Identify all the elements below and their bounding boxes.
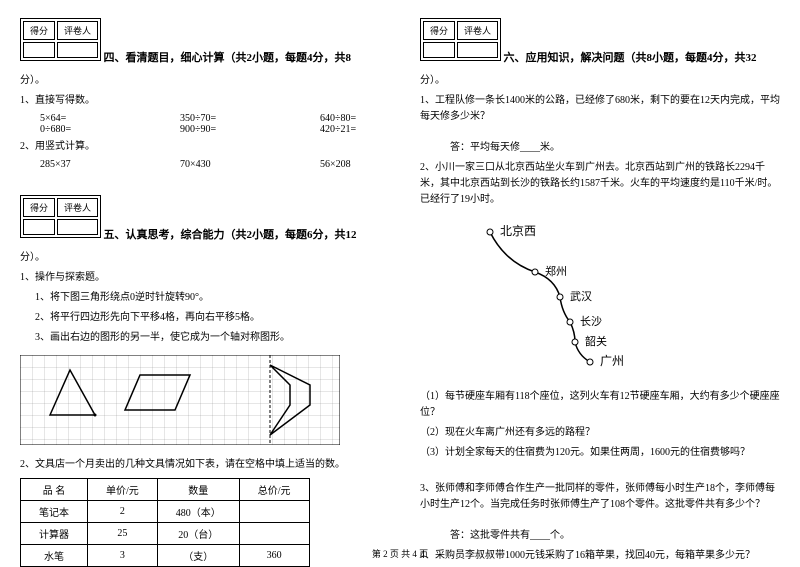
geometry-grid bbox=[20, 355, 340, 445]
svg-text:北京西: 北京西 bbox=[500, 224, 536, 238]
score-box: 得分评卷人 bbox=[20, 18, 101, 61]
q1-label: 1、直接写得数。 bbox=[20, 93, 380, 109]
grader-label: 评卷人 bbox=[57, 21, 98, 40]
section4-cont: 分）。 bbox=[20, 73, 380, 89]
score-label: 得分 bbox=[23, 21, 55, 40]
section5-title: 五、认真思考，综合能力（共2小题，每题6分，共12 bbox=[104, 229, 357, 241]
score-box-6: 得分评卷人 bbox=[420, 18, 501, 61]
railway-map: 北京西 郑州 武汉 长沙 韶关 广州 bbox=[460, 217, 660, 377]
svg-text:韶关: 韶关 bbox=[585, 334, 607, 348]
page-footer: 第 2 页 共 4 页 bbox=[0, 547, 800, 560]
svg-text:广州: 广州 bbox=[600, 354, 624, 368]
svg-text:武汉: 武汉 bbox=[570, 290, 592, 303]
section4-title: 四、看清题目，细心计算（共2小题，每题4分，共8 bbox=[104, 52, 352, 64]
section6-title: 六、应用知识，解决问题（共8小题，每题4分，共32 bbox=[504, 52, 757, 64]
svg-text:郑州: 郑州 bbox=[545, 264, 567, 278]
q2-label: 2、用竖式计算。 bbox=[20, 139, 380, 155]
svg-text:长沙: 长沙 bbox=[580, 315, 602, 328]
score-box-5: 得分评卷人 bbox=[20, 195, 101, 238]
